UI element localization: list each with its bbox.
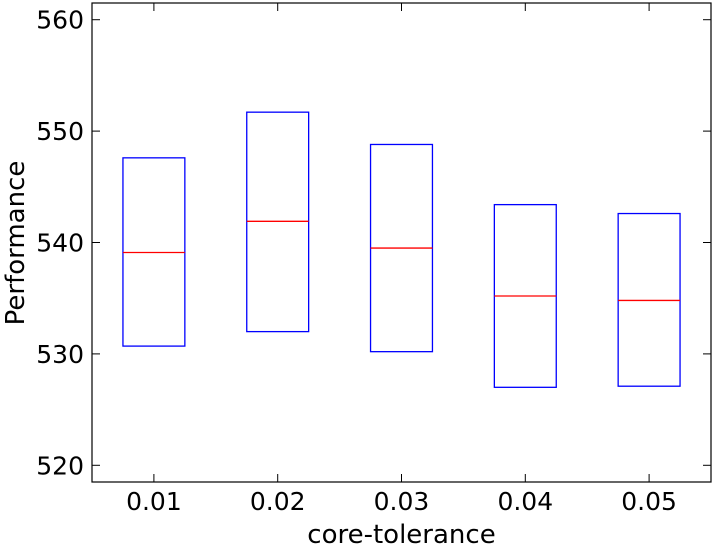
x-tick-label: 0.03 [374,487,430,516]
x-axis: 0.01 0.02 0.03 0.04 0.05 [126,3,677,516]
x-tick-label: 0.01 [126,487,182,516]
y-axis-label: Performance [1,161,31,326]
box-0.05 [617,212,681,387]
box-0.01 [122,157,186,347]
box-0.02 [246,111,310,333]
y-axis: 520 530 540 550 560 [36,6,711,480]
x-axis-label: core-tolerance [307,520,495,550]
boxes-layer [122,111,681,388]
box-0.04 [493,203,557,388]
x-tick-label: 0.04 [497,487,553,516]
x-tick-label: 0.02 [250,487,306,516]
y-tick-label: 560 [36,6,84,35]
y-tick-label: 540 [36,229,84,258]
y-tick-label: 520 [36,451,84,480]
y-tick-label: 530 [36,340,84,369]
x-tick-label: 0.05 [621,487,677,516]
y-tick-label: 550 [36,117,84,146]
box-0.03 [369,143,434,353]
